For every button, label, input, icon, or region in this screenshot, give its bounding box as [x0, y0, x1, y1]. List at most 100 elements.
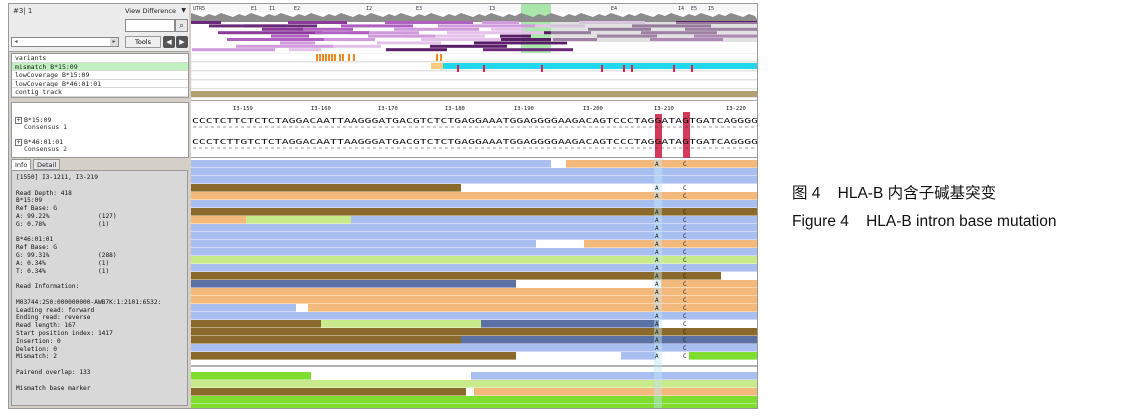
read-segment[interactable]: [191, 216, 246, 224]
read-segment[interactable]: [584, 240, 758, 248]
mismatch-tick[interactable]: [631, 65, 633, 72]
variant-mark[interactable]: [322, 54, 324, 61]
read-segment[interactable]: [474, 388, 758, 396]
read-segment[interactable]: [191, 288, 758, 296]
read-segment[interactable]: [191, 232, 758, 240]
mismatch-marker[interactable]: [683, 112, 690, 158]
read-segment[interactable]: [191, 328, 758, 336]
consensus-sequence: CCCTCTTGTCTCTAGGACAATTAAGGGATGACGTCTCTGA…: [192, 137, 758, 146]
read-segment[interactable]: [191, 372, 311, 380]
slider-right-icon[interactable]: ▸: [110, 38, 118, 46]
read-segment[interactable]: [308, 304, 758, 312]
mismatch-base: C: [683, 289, 687, 296]
mismatch-tick[interactable]: [623, 65, 625, 72]
track-item[interactable]: contig track: [12, 88, 188, 97]
variant-mark[interactable]: [331, 54, 333, 61]
read-segment[interactable]: [191, 404, 758, 408]
read-segment[interactable]: [566, 160, 758, 168]
left-arrow-icon[interactable]: ◀: [163, 36, 175, 48]
track-item[interactable]: lowCoverage B*15:09: [12, 71, 188, 80]
track-list: variants mismatch B*15:09 lowCoverage B*15…: [11, 53, 189, 98]
mismatch-marker[interactable]: [655, 114, 662, 158]
magnifier-icon[interactable]: ⌕: [175, 19, 188, 32]
variant-mark[interactable]: [334, 54, 336, 61]
variant-mark[interactable]: [328, 54, 330, 61]
expand-icon[interactable]: +: [15, 117, 22, 124]
mismatch-tick[interactable]: [691, 65, 693, 72]
read-segment[interactable]: [461, 336, 758, 344]
variant-mark[interactable]: [353, 54, 355, 61]
mismatch-tick[interactable]: [601, 65, 603, 72]
consensus-item-1[interactable]: + B*15:09 Consensus 1: [15, 117, 67, 131]
variant-mark[interactable]: [436, 54, 438, 61]
read-segment[interactable]: [481, 320, 659, 328]
mismatch-tick[interactable]: [483, 65, 485, 72]
read-segment[interactable]: [191, 160, 551, 168]
expand-icon[interactable]: +: [15, 139, 22, 146]
read-segment[interactable]: [191, 200, 758, 208]
coverage-stripe: [350, 31, 419, 35]
mismatch-tick[interactable]: [541, 65, 543, 72]
view-mode-select[interactable]: View Difference ▼: [125, 7, 187, 15]
variant-mark[interactable]: [316, 54, 318, 61]
variant-mark[interactable]: [440, 54, 442, 61]
track-item[interactable]: lowCoverage B*46:01:01: [12, 80, 188, 89]
variant-mark[interactable]: [325, 54, 327, 61]
read-segment[interactable]: [689, 352, 758, 360]
track-lane: [190, 79, 757, 89]
mismatch-base: A: [655, 249, 659, 256]
read-segment[interactable]: [191, 208, 758, 216]
variant-mark[interactable]: [342, 54, 344, 61]
variant-mark[interactable]: [348, 54, 350, 61]
read-segment[interactable]: [246, 216, 351, 224]
coverage-overview[interactable]: UTR5 E1 I1 E2 I2 E3 I3 E4 I4 E5 I5: [191, 4, 757, 54]
pairend-overlap: Pairend overlap: 133: [16, 368, 91, 376]
read-segment[interactable]: [191, 224, 758, 232]
read-segment[interactable]: [191, 184, 461, 192]
read-segment[interactable]: [191, 168, 758, 176]
position-slider[interactable]: ◂ ▸: [11, 37, 119, 47]
read-segment[interactable]: [191, 304, 296, 312]
search-input[interactable]: [125, 19, 175, 32]
mismatch-segment: [443, 63, 757, 69]
read-segment[interactable]: [191, 248, 758, 256]
variant-mark[interactable]: [339, 54, 341, 61]
track-item[interactable]: mismatch B*15:09: [12, 62, 188, 72]
mismatch-tick[interactable]: [457, 65, 459, 72]
read-segment[interactable]: [191, 352, 516, 360]
read-segment[interactable]: [351, 216, 758, 224]
read-segment[interactable]: [621, 352, 656, 360]
read-segment[interactable]: [191, 240, 536, 248]
coverage-fill: [551, 22, 757, 42]
read-segment[interactable]: [191, 176, 758, 184]
read-segment[interactable]: [191, 396, 758, 404]
tab-detail-lists[interactable]: Detail Lists: [33, 159, 61, 179]
read-segment[interactable]: [471, 372, 758, 380]
tools-button[interactable]: Tools: [125, 36, 161, 48]
read-segment[interactable]: [191, 192, 758, 200]
dropdown-arrow-icon[interactable]: ▼: [181, 7, 186, 14]
selected-region[interactable]: [521, 4, 551, 54]
read-segment[interactable]: [661, 280, 758, 288]
read-segment[interactable]: [191, 272, 721, 280]
variant-mark[interactable]: [319, 54, 321, 61]
mismatch-tick[interactable]: [673, 65, 675, 72]
read-segment[interactable]: [191, 380, 758, 388]
track-item[interactable]: variants: [12, 54, 188, 63]
slider-left-icon[interactable]: ◂: [14, 38, 18, 45]
read-segment[interactable]: [191, 256, 758, 264]
read-segment[interactable]: [191, 344, 758, 352]
read-segment[interactable]: [191, 280, 516, 288]
read-segment[interactable]: [191, 336, 461, 344]
read-segment[interactable]: [321, 320, 481, 328]
reads-alignment[interactable]: A C A C A C A C A C A C A C A C A C A C A C A C A C A C A C A C A C A C A C A C…: [191, 158, 758, 408]
right-arrow-icon[interactable]: ▶: [176, 36, 188, 48]
read-segment[interactable]: [191, 388, 466, 396]
read-info-heading: Read Information:: [16, 283, 80, 291]
consensus-item-2[interactable]: + B*46:01:01 Consensus 2: [15, 139, 67, 153]
read-segment[interactable]: [191, 320, 321, 328]
tab-info[interactable]: Info: [11, 159, 32, 170]
read-segment[interactable]: [191, 296, 758, 304]
read-segment[interactable]: [191, 312, 758, 320]
read-segment[interactable]: [191, 264, 758, 272]
